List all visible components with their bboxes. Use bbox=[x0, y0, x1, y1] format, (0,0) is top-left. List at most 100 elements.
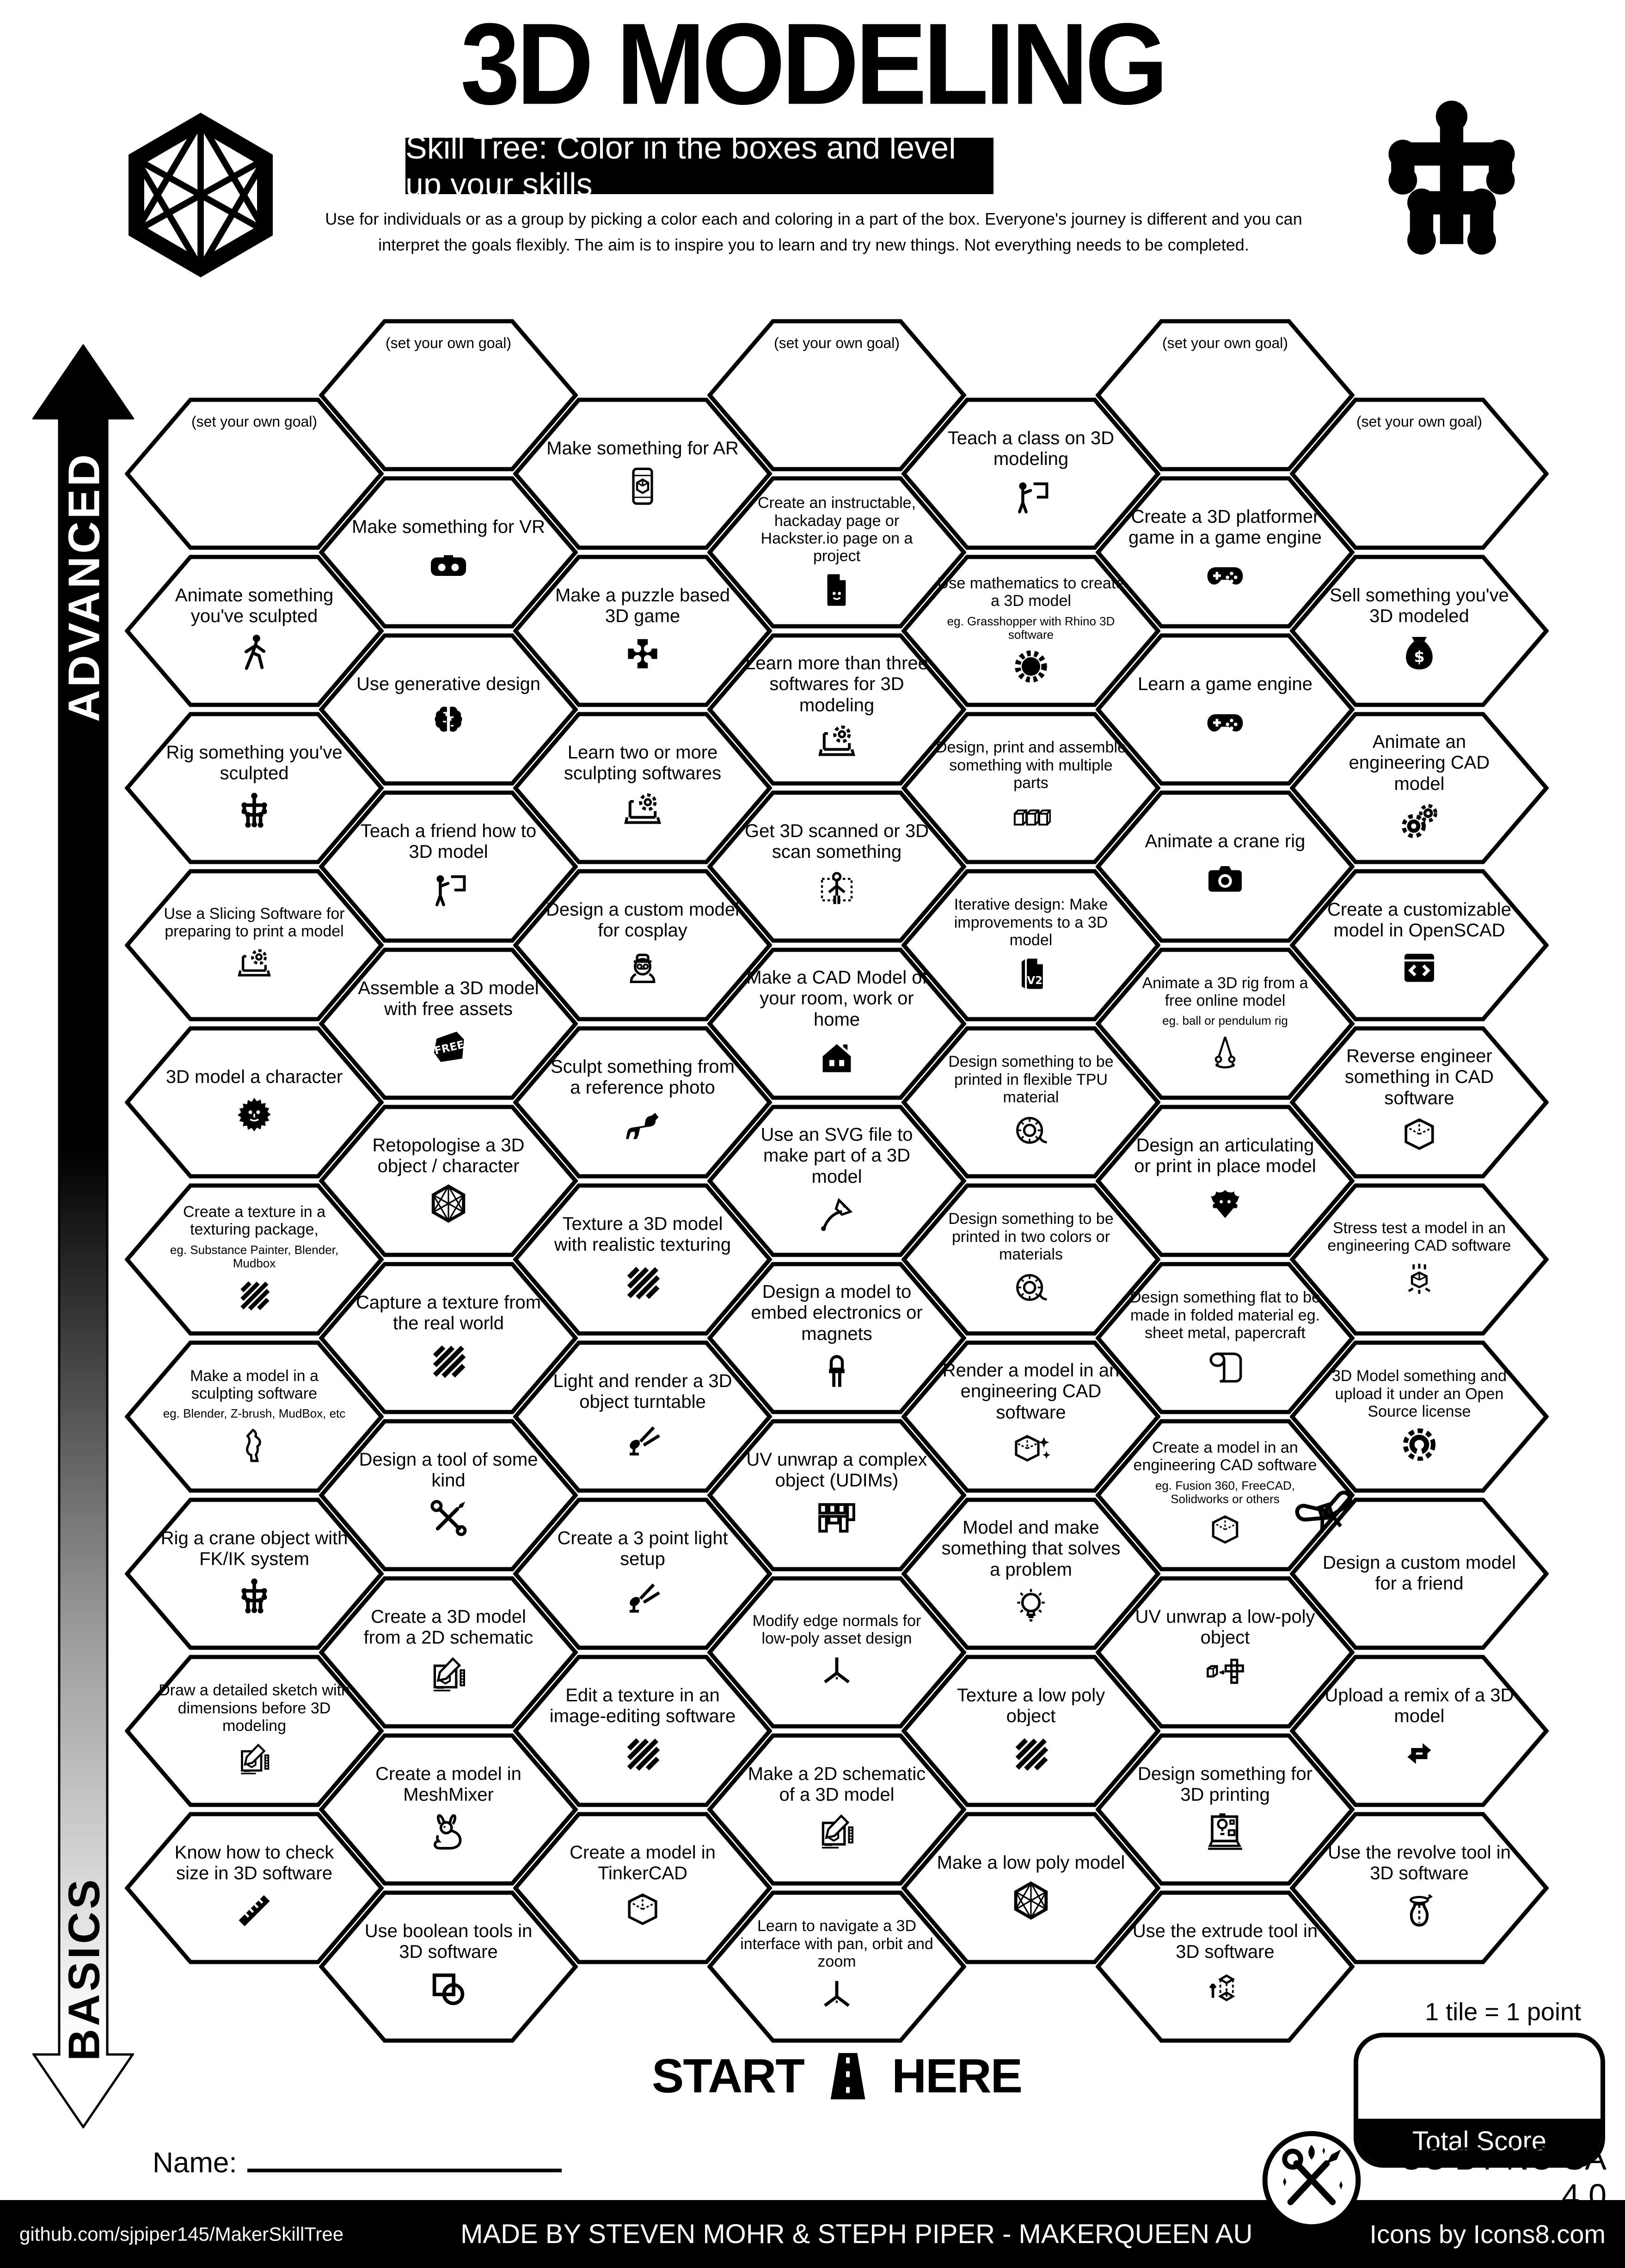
hex-label: Make a CAD Model of your room, work or h… bbox=[746, 967, 927, 1030]
hexagon-outline bbox=[1096, 948, 1355, 1100]
hex-tile: Make a low poly model bbox=[901, 1812, 1160, 1964]
hex-label: Design a custom model for cosplay bbox=[546, 899, 739, 941]
hexagon-outline bbox=[1290, 1026, 1549, 1179]
hex-label: Light and render a 3D object turntable bbox=[553, 1370, 732, 1412]
hex-label: Animate a 3D rig from a free online mode… bbox=[1142, 974, 1308, 1010]
hex-label: Design a model to embed electronics or m… bbox=[751, 1282, 923, 1344]
hexagon-outline bbox=[1096, 1419, 1355, 1571]
hex-label: Use generative design bbox=[356, 674, 541, 695]
hex-tile: Animate a crane rig bbox=[1096, 790, 1355, 943]
hex-label: Modify edge normals for low-poly asset d… bbox=[752, 1612, 921, 1647]
hex-label: Reverse engineer something in CAD softwa… bbox=[1344, 1046, 1494, 1108]
burst-icon bbox=[1011, 647, 1051, 686]
face-icon bbox=[232, 1093, 276, 1137]
hex-tile: Make something for AR bbox=[513, 397, 772, 550]
hexagon-outline bbox=[125, 1183, 384, 1336]
hex-tile: Use the extrude tool in 3D software bbox=[1096, 1890, 1355, 2043]
hexagon-outline bbox=[1290, 1812, 1549, 1964]
teach-icon bbox=[1009, 474, 1053, 519]
hex-tile: Design a custom model for cosplay bbox=[513, 869, 772, 1021]
gears2-icon bbox=[1397, 799, 1441, 844]
hex-label: 3D Model something and upload it under a… bbox=[1331, 1367, 1507, 1421]
hexagon-outline bbox=[1290, 397, 1549, 550]
hex-tile: Create a 3D model from a 2D schematic bbox=[319, 1576, 578, 1729]
hex-label: Render a model in an engineering CAD sof… bbox=[942, 1360, 1120, 1423]
hex-tile: 3D Model something and upload it under a… bbox=[1290, 1340, 1549, 1493]
level-axis-arrow bbox=[32, 344, 134, 2128]
cubes3-icon bbox=[1011, 797, 1051, 837]
spotlight-icon bbox=[620, 1574, 665, 1619]
hex-tile-goal: (set your own goal) bbox=[125, 397, 384, 550]
hexagon-outline bbox=[1096, 1890, 1355, 2043]
ruler-icon bbox=[232, 1889, 276, 1933]
hex-label: Make a puzzle based 3D game bbox=[555, 585, 730, 626]
hatch-icon bbox=[426, 1339, 471, 1383]
skill-tree-logo bbox=[1388, 100, 1515, 255]
name-field: Name: bbox=[153, 2142, 562, 2179]
hex-label: Learn two or more sculpting softwares bbox=[564, 742, 722, 783]
hexagon-outline bbox=[707, 790, 966, 943]
bulb-icon bbox=[1009, 1585, 1053, 1629]
sketch-icon bbox=[234, 1740, 274, 1779]
unfold-icon bbox=[1203, 1653, 1247, 1697]
stress-icon bbox=[1399, 1259, 1439, 1299]
hexagon-outline bbox=[901, 1340, 1160, 1493]
hex-label: Create a 3D model from a 2D schematic bbox=[363, 1606, 533, 1648]
hex-label: Design something to be printed in flexib… bbox=[948, 1053, 1114, 1106]
hex-tile: Learn a game engine bbox=[1096, 633, 1355, 786]
hexagon-outline bbox=[901, 1655, 1160, 1807]
hex-tile: Make a 2D schematic of a 3D model bbox=[707, 1733, 966, 1886]
hex-label: Design something to be printed in two co… bbox=[948, 1210, 1114, 1264]
hex-label: Make a model in a sculpting software bbox=[190, 1367, 319, 1403]
ar-icon bbox=[620, 464, 665, 508]
hexagon-outline bbox=[319, 1105, 578, 1257]
name-label: Name: bbox=[153, 2147, 237, 2179]
hexagon-outline bbox=[125, 1340, 384, 1493]
hex-label: Design a tool of some kind bbox=[359, 1449, 538, 1491]
hexagon-outline bbox=[125, 1498, 384, 1650]
hex-tile: Make something for VR bbox=[319, 476, 578, 629]
hex-label: Use boolean tools in 3D software bbox=[364, 1920, 533, 1962]
hex-tile: Light and render a 3D object turntable bbox=[513, 1340, 772, 1493]
doc-icon bbox=[817, 570, 857, 610]
hex-tile: Design a model to embed electronics or m… bbox=[707, 1262, 966, 1414]
hex-label: Use mathematics to create a 3D model bbox=[937, 574, 1125, 610]
hex-tile: Rig something you've sculpted bbox=[125, 712, 384, 864]
footer-icons-credit: Icons by Icons8.com bbox=[1369, 2219, 1606, 2249]
roll-icon bbox=[1205, 1347, 1245, 1387]
sketch-icon bbox=[426, 1653, 471, 1697]
gamepad-icon bbox=[1203, 553, 1247, 597]
hex-tile-goal: (set your own goal) bbox=[1290, 397, 1549, 550]
hexagon-outline bbox=[707, 476, 966, 629]
hex-label: Design a custom model for a friend bbox=[1323, 1552, 1516, 1594]
hex-tile: Render a model in an engineering CAD sof… bbox=[901, 1340, 1160, 1493]
hex-tile: Design something to be printed in two co… bbox=[901, 1183, 1160, 1336]
hex-tile: Rig a crane object with FK/IK system bbox=[125, 1498, 384, 1650]
hex-label: Draw a detailed sketch with dimensions b… bbox=[159, 1681, 350, 1735]
hexagon-outline bbox=[513, 1183, 772, 1336]
hex-label: Create a 3 point light setup bbox=[557, 1528, 728, 1569]
hexagon-outline bbox=[707, 1576, 966, 1729]
hexagon-outline bbox=[1096, 1733, 1355, 1886]
puzzle-icon bbox=[620, 631, 665, 676]
hex-tile: Texture a low poly object bbox=[901, 1655, 1160, 1807]
hex-tile-goal: (set your own goal) bbox=[319, 319, 578, 471]
hex-label: Design, print and assemble something wit… bbox=[935, 739, 1126, 792]
hex-label: Use the revolve tool in 3D software bbox=[1328, 1842, 1511, 1883]
walk-icon bbox=[232, 631, 276, 676]
hexagon-outline bbox=[901, 1026, 1160, 1179]
sketch-icon bbox=[815, 1810, 859, 1854]
hex-label: Use a Slicing Software for preparing to … bbox=[164, 905, 345, 940]
axes-icon bbox=[817, 1652, 857, 1692]
hex-tile: Create a customizable model in OpenSCAD bbox=[1290, 869, 1549, 1021]
hex-label: Animate a crane rig bbox=[1145, 831, 1306, 852]
hex-label: UV unwrap a complex object (UDIMs) bbox=[746, 1449, 927, 1491]
hexagon-logo bbox=[128, 112, 273, 278]
hex-label: Use an SVG file to make part of a 3D mod… bbox=[760, 1125, 913, 1187]
hex-tile: UV unwrap a low-poly object bbox=[1096, 1576, 1355, 1729]
hexagon-outline bbox=[319, 790, 578, 943]
hex-label: Create a model in an engineering CAD sof… bbox=[1133, 1438, 1317, 1474]
remix-icon bbox=[1397, 1731, 1441, 1776]
hex-label: Know how to check size in 3D software bbox=[174, 1842, 334, 1883]
hex-tile: Animate an engineering CAD model bbox=[1290, 712, 1549, 864]
